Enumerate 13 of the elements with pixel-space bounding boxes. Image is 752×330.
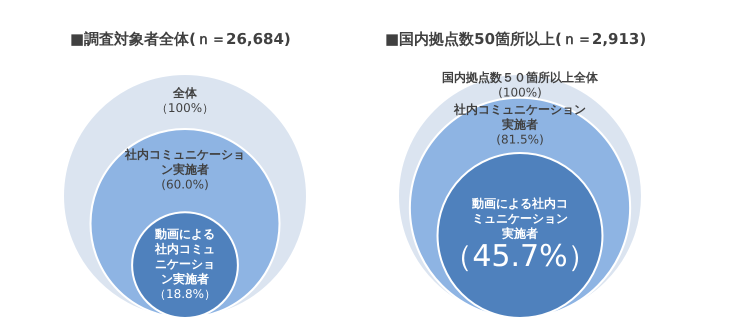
- data-label: （18.8%）: [154, 287, 216, 302]
- category-label: 動画による社内コミュニケーション実施者: [471, 196, 568, 241]
- text: ■調査対象者全体(ｎ＝26,684): [70, 30, 291, 48]
- category-label: 社内コミュニケーション実施者: [124, 148, 245, 177]
- category-label: 国内拠点数５０箇所以上全体: [442, 70, 599, 84]
- category-label: 動画による社内コミュニケーション実施者: [154, 227, 215, 286]
- data-label: （100%）: [156, 101, 214, 116]
- category-label: 全体: [172, 86, 198, 100]
- data-label: (100%): [498, 85, 542, 100]
- data-label: (81.5%): [496, 132, 544, 147]
- data-label: （45.7%）: [442, 238, 598, 274]
- data-label: (60.0%): [161, 178, 209, 192]
- text: ■国内拠点数50箇所以上(ｎ＝2,913): [385, 30, 646, 48]
